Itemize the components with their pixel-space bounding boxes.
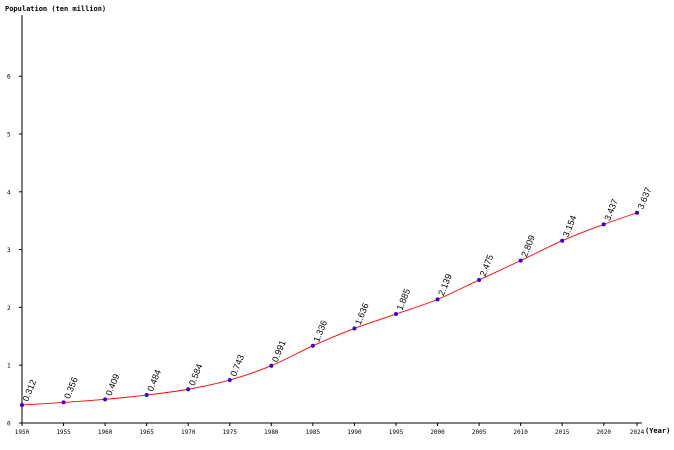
data-label: 0.484 xyxy=(145,368,163,393)
data-label: 0.584 xyxy=(187,362,205,387)
y-axis-ticks: 0 1 2 3 4 5 6 xyxy=(7,74,22,428)
data-point xyxy=(61,400,66,405)
x-tick-label: 1990 xyxy=(347,429,362,436)
x-tick-label: 1965 xyxy=(139,429,154,436)
data-label: 0.409 xyxy=(104,372,122,397)
data-point xyxy=(352,326,357,331)
x-tick-label: 2024 xyxy=(630,429,645,436)
x-tick-label: 2000 xyxy=(430,429,445,436)
y-tick-label: 6 xyxy=(7,74,11,81)
x-axis-title: (Year) xyxy=(645,427,670,435)
population-series-line xyxy=(21,212,638,406)
data-point xyxy=(435,297,440,302)
y-tick-label: 5 xyxy=(7,132,11,139)
data-label: 3.437 xyxy=(602,197,620,222)
data-point xyxy=(518,258,523,263)
x-tick-label: 2015 xyxy=(555,429,570,436)
series-layer: 0.312 0.356 0.409 0.484 0.584 0.7430.9911.336… xyxy=(20,186,653,407)
y-tick-label: 4 xyxy=(7,189,11,196)
data-point xyxy=(393,312,398,317)
x-tick-label: 1970 xyxy=(181,429,196,436)
x-tick-label: 1950 xyxy=(15,429,30,436)
data-point xyxy=(20,402,24,407)
y-tick-label: 2 xyxy=(7,305,11,312)
x-tick-label: 1955 xyxy=(56,429,71,436)
y-tick-label: 3 xyxy=(7,247,11,254)
data-label: 0.312 xyxy=(21,378,39,403)
data-point xyxy=(144,393,149,398)
y-tick-label: 1 xyxy=(7,363,11,370)
data-point xyxy=(269,363,274,368)
data-label: 0.743 xyxy=(228,353,246,378)
y-tick-label: 0 xyxy=(7,421,11,428)
x-tick-label: 1985 xyxy=(306,429,321,436)
data-point xyxy=(227,378,232,383)
x-tick-label: 1960 xyxy=(98,429,113,436)
x-tick-label: 2020 xyxy=(597,429,612,436)
x-tick-label: 1975 xyxy=(223,429,238,436)
data-label: 1.885 xyxy=(395,287,413,312)
x-tick-label: 2005 xyxy=(472,429,487,436)
x-tick-label: 2010 xyxy=(513,429,528,436)
data-point xyxy=(635,210,639,215)
y-axis-title: Population (ten million) xyxy=(5,5,106,13)
data-point xyxy=(560,238,565,243)
data-label: 0.356 xyxy=(62,376,80,401)
data-point xyxy=(601,222,606,227)
data-label: 3.637 xyxy=(636,186,654,211)
data-point xyxy=(103,397,108,402)
data-label: 2.809 xyxy=(519,234,537,259)
data-label: 1.636 xyxy=(353,302,371,327)
x-axis-ticks: 1950 1955 1960 1965 1970 1975 1980 1985 1990 1995… xyxy=(15,423,645,436)
x-tick-label: 1995 xyxy=(389,429,404,436)
data-point xyxy=(310,343,315,348)
x-tick-label: 1980 xyxy=(264,429,279,436)
data-point xyxy=(186,387,191,392)
data-point xyxy=(477,277,482,282)
